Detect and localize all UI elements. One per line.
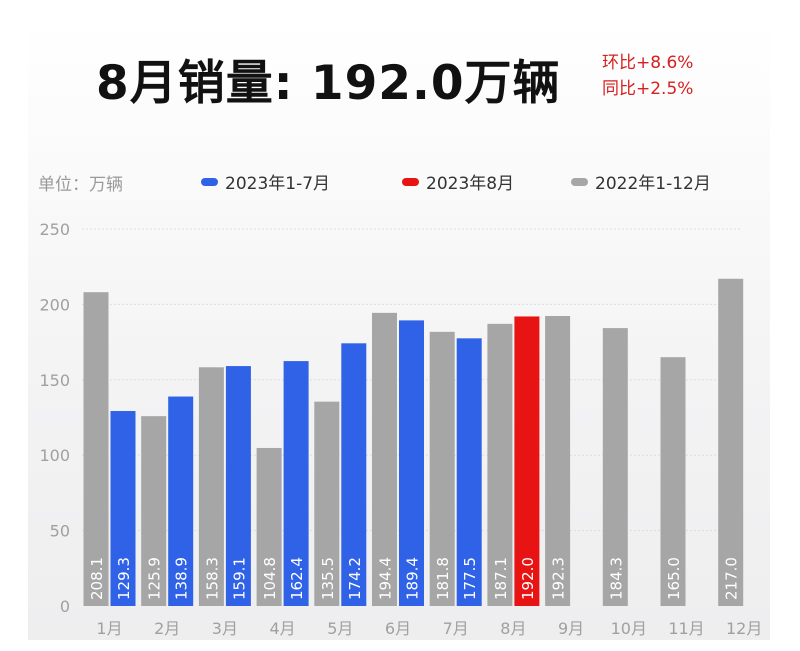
data-label-2022: 125.9	[146, 557, 164, 600]
bar-2022	[660, 357, 686, 606]
data-label-2022: 192.3	[550, 557, 568, 600]
unit-label: 单位：万辆	[38, 175, 123, 195]
data-label-2022: 158.3	[203, 557, 221, 600]
data-label-2023: 189.4	[404, 557, 422, 600]
legend-label: 2023年8月	[426, 174, 515, 194]
page-title: 8月销量: 192.0万辆	[96, 56, 561, 111]
x-tick-label: 6月	[385, 619, 411, 638]
data-label-2023: 177.5	[461, 557, 479, 600]
bar-2023	[399, 320, 424, 606]
x-tick-label: 2月	[154, 619, 180, 638]
data-label-2022: 165.0	[665, 557, 683, 600]
legend-item-2022: 2022年1-12月	[571, 169, 711, 194]
bar-2022	[83, 292, 109, 606]
data-label-2022: 104.8	[261, 557, 279, 600]
x-tick-label: 8月	[500, 619, 526, 638]
x-tick-label: 5月	[327, 619, 353, 638]
legend-item-2023-jan-jul: 2023年1-7月	[201, 169, 330, 194]
data-label-2022: 208.1	[88, 557, 106, 600]
data-label-2022: 194.4	[377, 557, 395, 600]
y-tick-label: 50	[50, 522, 70, 541]
legend-label: 2023年1-7月	[225, 174, 331, 194]
data-label-2022: 181.8	[434, 557, 452, 600]
y-tick-label: 0	[60, 597, 70, 616]
x-tick-label: 4月	[270, 619, 296, 638]
x-tick-label: 7月	[443, 619, 469, 638]
y-tick-label: 150	[39, 371, 70, 390]
x-tick-label: 9月	[558, 619, 584, 638]
legend-item-2023-aug: 2023年8月	[402, 169, 514, 194]
data-label-2023: 138.9	[173, 557, 191, 600]
data-label-2023: 162.4	[288, 557, 306, 600]
bar-2023	[225, 366, 251, 606]
bar-2022	[602, 328, 628, 606]
x-tick-label: 12月	[726, 619, 762, 638]
data-label-2022: 135.5	[319, 557, 337, 600]
bar-2022	[314, 401, 340, 606]
bar-2023	[283, 361, 309, 606]
y-tick-label: 250	[39, 220, 70, 239]
bar-2022	[545, 316, 571, 606]
bar-2023	[456, 338, 482, 606]
x-tick-label: 3月	[212, 619, 238, 638]
legend-label: 2022年1-12月	[595, 174, 711, 194]
x-tick-label: 1月	[96, 619, 122, 638]
data-label-2022: 187.1	[492, 557, 510, 600]
bar-2023	[341, 343, 367, 606]
legend-swatch-blue	[201, 177, 218, 186]
bar-2023	[168, 396, 194, 606]
data-label-2022: 217.0	[723, 557, 741, 600]
data-label-2023: 174.2	[346, 557, 364, 600]
mom-change: 环比+8.6%	[602, 53, 694, 73]
legend-swatch-red	[402, 177, 419, 186]
data-label-2023: 192.0	[519, 557, 537, 600]
bar-2022	[718, 278, 744, 606]
data-label-2023: 129.3	[115, 557, 133, 600]
bar-2023	[110, 411, 136, 606]
x-tick-label: 11月	[668, 619, 704, 638]
bar-2022	[198, 367, 224, 606]
bar-2023-aug	[514, 316, 540, 606]
yoy-change: 同比+2.5%	[602, 79, 694, 99]
data-label-2023: 159.1	[230, 557, 248, 600]
x-tick-label: 10月	[611, 619, 647, 638]
bar-2022	[487, 323, 513, 606]
y-tick-label: 200	[39, 295, 70, 314]
bar-2022	[141, 416, 167, 606]
bar-2022	[429, 331, 455, 606]
growth-stats: 环比+8.6% 同比+2.5%	[602, 50, 693, 102]
bar-2022	[256, 447, 282, 606]
legend-swatch-gray	[571, 177, 588, 186]
bar-2022	[372, 312, 397, 606]
data-label-2022: 184.3	[607, 557, 625, 600]
y-tick-label: 100	[39, 446, 70, 465]
